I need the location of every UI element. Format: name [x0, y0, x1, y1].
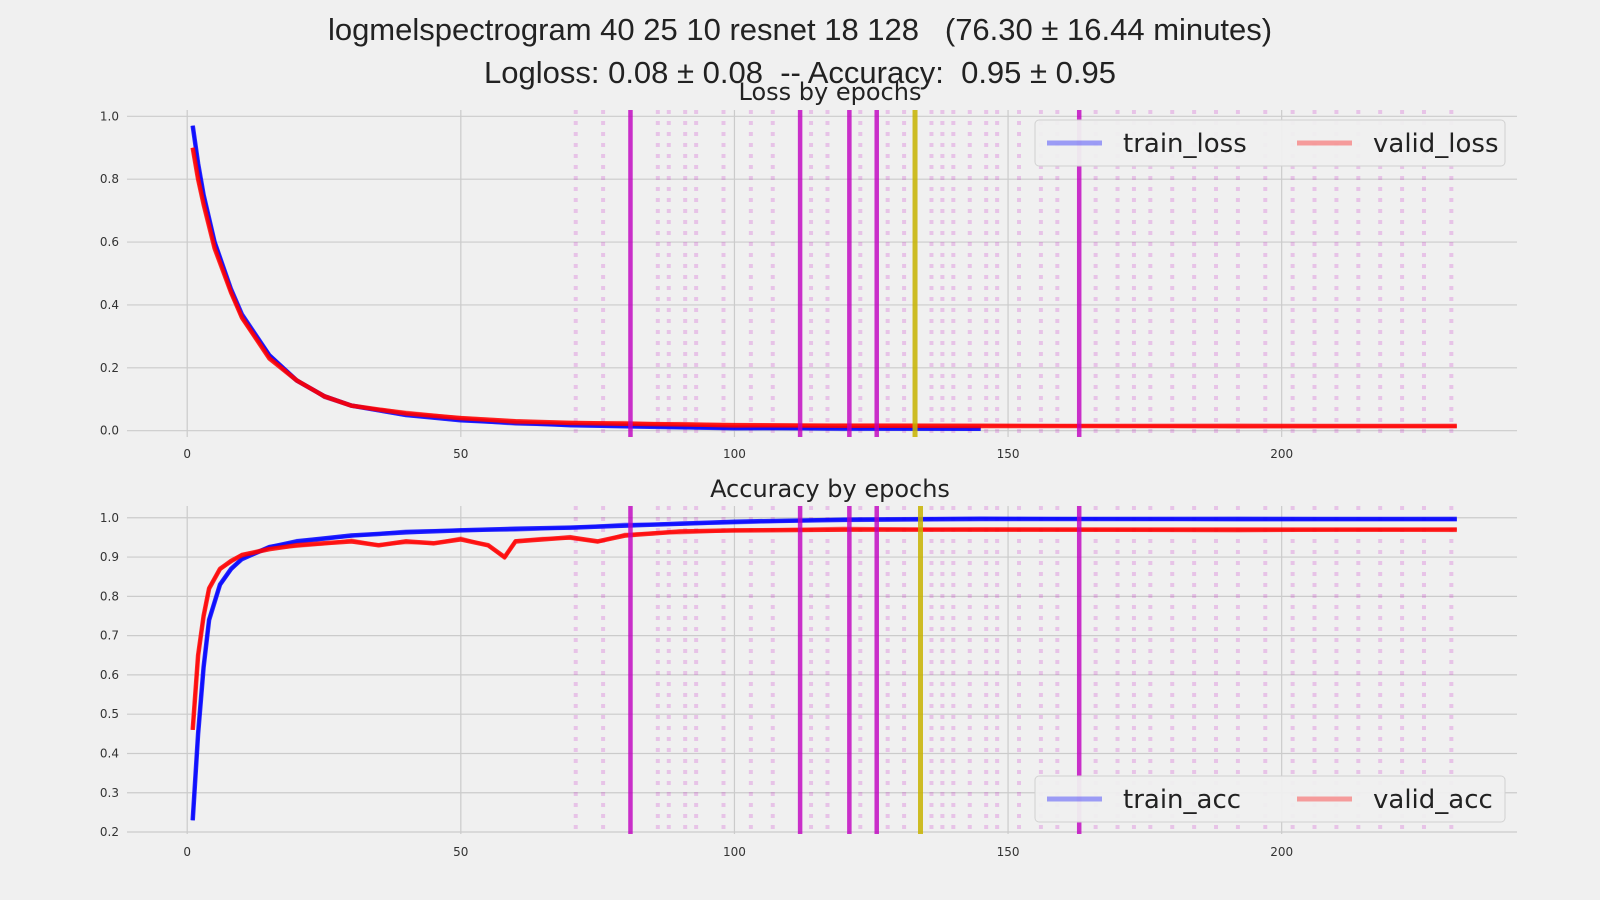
acc-ytick-label-4: 0.6: [100, 668, 119, 682]
loss-ytick-label-2: 0.4: [100, 298, 119, 312]
acc-ytick-label-3: 0.5: [100, 707, 119, 721]
acc-ytick-label-1: 0.3: [100, 786, 119, 800]
acc-legend-box: [1034, 775, 1506, 823]
acc-xtick-label-1: 50: [453, 845, 468, 859]
acc-valid_acc-line: [190, 527, 1457, 731]
acc-legend-label-1: valid_acc: [1373, 785, 1493, 815]
loss-ytick-label-1: 0.2: [100, 361, 119, 375]
loss-xtick-label-2: 100: [723, 447, 746, 461]
acc-ytick-label-6: 0.8: [100, 589, 119, 603]
acc-xtick-label-3: 150: [997, 845, 1020, 859]
acc-chart-title: Accuracy by epochs: [710, 475, 950, 503]
loss-chart-title: Loss by epochs: [739, 78, 922, 106]
figure-title-line1: logmelspectrogram 40 25 10 resnet 18 128…: [327, 12, 1273, 47]
loss-xtick-label-3: 150: [997, 447, 1020, 461]
acc-xtick-label-4: 200: [1270, 845, 1293, 859]
loss-legend-label-1: valid_loss: [1373, 129, 1499, 159]
figure-title-line2: Logloss: 0.08 ± 0.08 -- Accuracy: 0.95 ±…: [484, 55, 1116, 90]
loss-legend-box: [1034, 119, 1506, 167]
acc-train_acc-line: [190, 516, 1457, 821]
acc-ytick-label-8: 1.0: [100, 511, 119, 525]
loss-ytick-label-4: 0.8: [100, 172, 119, 186]
acc-ytick-label-5: 0.7: [100, 629, 119, 643]
acc-xtick-label-0: 0: [183, 845, 191, 859]
acc-ytick-label-2: 0.4: [100, 746, 119, 760]
loss-legend-label-0: train_loss: [1123, 129, 1247, 159]
acc-ytick-label-7: 0.9: [100, 550, 119, 564]
acc-legend-label-0: train_acc: [1123, 785, 1241, 815]
loss-ytick-label-3: 0.6: [100, 235, 119, 249]
loss-valid_loss-line: [190, 147, 1457, 429]
loss-ytick-label-5: 1.0: [100, 109, 119, 123]
loss-xtick-label-0: 0: [183, 447, 191, 461]
loss-xtick-label-4: 200: [1270, 447, 1293, 461]
acc-ytick-label-0: 0.2: [100, 825, 119, 839]
acc-xtick-label-2: 100: [723, 845, 746, 859]
loss-xtick-label-1: 50: [453, 447, 468, 461]
loss-ytick-label-0: 0.0: [100, 424, 119, 438]
